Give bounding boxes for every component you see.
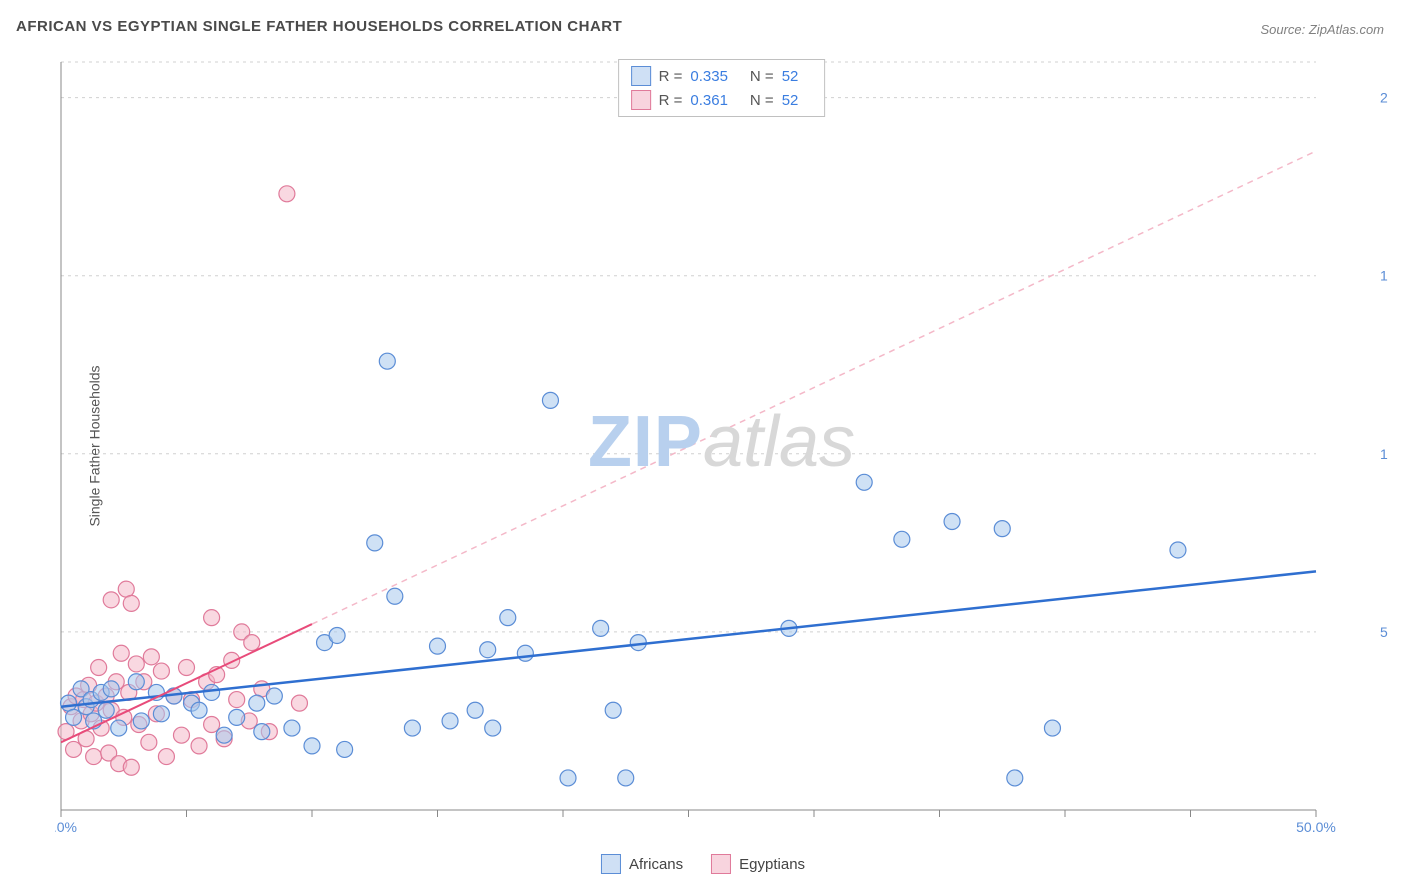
series-legend: Africans Egyptians (601, 854, 805, 874)
chart-container: AFRICAN VS EGYPTIAN SINGLE FATHER HOUSEH… (0, 0, 1406, 892)
r-value-egyptians: 0.361 (690, 92, 728, 109)
n-value-africans: 52 (782, 68, 799, 85)
stats-row-africans: R = 0.335 N = 52 (631, 64, 813, 88)
legend-label-egyptians: Egyptians (739, 856, 805, 873)
swatch-blue-icon (601, 854, 621, 874)
swatch-pink-icon (711, 854, 731, 874)
swatch-pink-icon (631, 90, 651, 110)
legend-label-africans: Africans (629, 856, 683, 873)
r-value-africans: 0.335 (690, 68, 728, 85)
svg-text:5.0%: 5.0% (1380, 624, 1388, 640)
source-attribution: Source: ZipAtlas.com (1260, 22, 1384, 37)
n-label: N = (750, 92, 774, 109)
r-label: R = (659, 92, 683, 109)
scatter-plot-svg: 5.0% 10.0% 15.0% 20.0% 0.0% 50.0% (55, 56, 1388, 836)
legend-item-egyptians: Egyptians (711, 854, 805, 874)
stats-legend-box: R = 0.335 N = 52 R = 0.361 N = 52 (618, 59, 826, 117)
legend-item-africans: Africans (601, 854, 683, 874)
r-label: R = (659, 68, 683, 85)
svg-text:50.0%: 50.0% (1296, 819, 1336, 835)
stats-row-egyptians: R = 0.361 N = 52 (631, 88, 813, 112)
svg-text:20.0%: 20.0% (1380, 90, 1388, 106)
svg-text:15.0%: 15.0% (1380, 268, 1388, 284)
swatch-blue-icon (631, 66, 651, 86)
n-value-egyptians: 52 (782, 92, 799, 109)
svg-text:0.0%: 0.0% (55, 819, 77, 835)
n-label: N = (750, 68, 774, 85)
svg-text:10.0%: 10.0% (1380, 446, 1388, 462)
chart-title: AFRICAN VS EGYPTIAN SINGLE FATHER HOUSEH… (16, 18, 622, 35)
plot-area: ZIPatlas 5.0%10.0%15.0%20.0%0.0%50.0% R … (55, 56, 1388, 836)
